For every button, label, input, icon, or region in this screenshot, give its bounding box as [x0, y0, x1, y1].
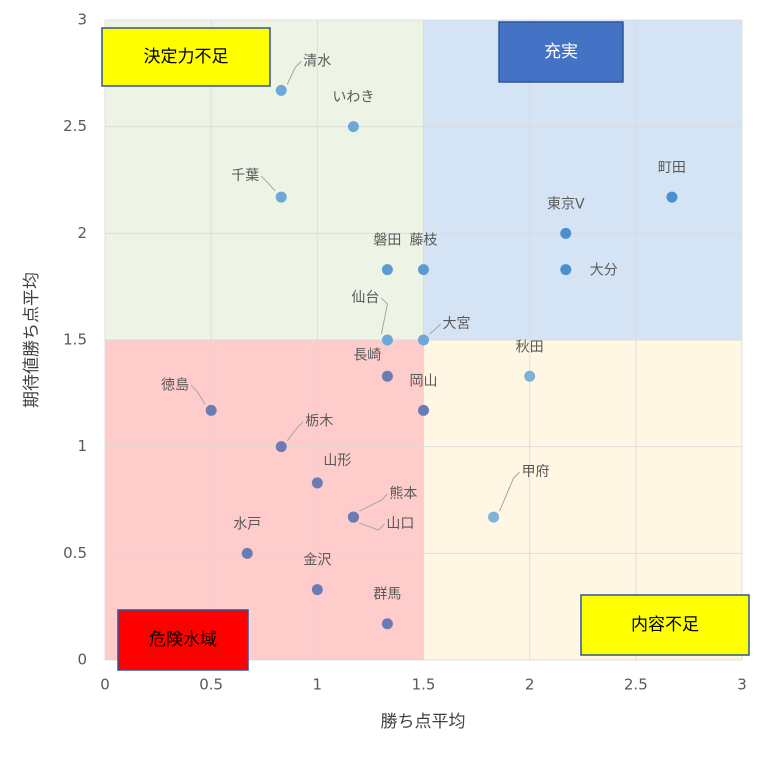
leader-line: [359, 522, 385, 531]
x-axis-title: 勝ち点平均: [381, 712, 466, 732]
point-label: 群馬: [373, 587, 401, 603]
leader-line: [260, 175, 276, 192]
point: [560, 227, 572, 239]
point-label: 秋田: [516, 339, 544, 355]
x-tick-label: 2: [525, 676, 535, 694]
point: [381, 370, 393, 382]
leader-line: [380, 297, 388, 335]
leader-line: [499, 471, 520, 512]
y-axis-title: 期待値勝ち点平均: [22, 272, 42, 408]
point: [418, 404, 429, 416]
region-label-box: [101, 27, 271, 87]
y-tick-label: 2.5: [63, 117, 87, 135]
leader-line: [190, 385, 206, 405]
region: [105, 340, 424, 660]
point-label: 仙台: [351, 290, 379, 306]
point: [275, 191, 287, 203]
region-label: 充実: [544, 42, 578, 62]
point: [275, 441, 287, 453]
y-tick-label: 1.5: [63, 331, 87, 349]
point: [418, 264, 429, 276]
leader-line: [429, 323, 441, 335]
point-label: いわき: [332, 90, 374, 106]
point: [241, 547, 253, 559]
point: [666, 191, 678, 203]
point: [381, 264, 393, 276]
point-label: 栃木: [305, 414, 333, 430]
leader-line: [286, 61, 302, 85]
point-label: 徳島: [161, 377, 189, 393]
point-label: 金沢: [303, 553, 331, 569]
point: [381, 334, 393, 346]
point-label: 甲府: [522, 464, 550, 480]
point-label: 大宮: [443, 316, 471, 332]
region-label: 決定力不足: [144, 47, 229, 67]
x-tick-label: 1.5: [412, 676, 436, 694]
x-tick-label: 0: [100, 676, 110, 694]
point: [205, 404, 217, 416]
point-label: 町田: [658, 160, 686, 176]
point: [381, 618, 393, 630]
y-tick-label: 0.5: [63, 544, 87, 562]
region-label-box: [117, 609, 249, 671]
point-label: 山形: [323, 453, 351, 469]
leader-line: [286, 421, 304, 441]
point-label: 水戸: [233, 516, 261, 532]
point-label: 千葉: [231, 168, 259, 184]
point: [347, 121, 359, 133]
y-tick-label: 1: [77, 437, 87, 455]
point-label: 長崎: [353, 347, 381, 363]
point: [488, 511, 500, 523]
point: [275, 84, 287, 96]
point-label: 岡山: [410, 373, 438, 389]
point-label: 藤枝: [410, 233, 438, 249]
point-label: 磐田: [373, 233, 401, 249]
point-label: 山口: [386, 516, 414, 532]
region-label: 危険水域: [149, 630, 217, 650]
y-tick-label: 3: [77, 11, 87, 29]
region-label: 内容不足: [631, 615, 699, 635]
leader-line: [359, 493, 388, 512]
point-label: 東京V: [547, 196, 585, 212]
point-label: 清水: [303, 53, 331, 69]
x-tick-label: 1: [313, 676, 323, 694]
point: [418, 334, 429, 346]
point: [311, 477, 323, 489]
point: [524, 370, 536, 382]
y-tick-label: 0: [77, 651, 87, 669]
x-tick-label: 2.5: [624, 676, 648, 694]
region-label-box: [580, 594, 750, 656]
point: [311, 584, 323, 596]
point: [347, 511, 359, 523]
point: [560, 264, 572, 276]
point-label: 熊本: [389, 486, 417, 502]
point-label: 大分: [590, 263, 618, 279]
x-tick-label: 3: [737, 676, 747, 694]
y-tick-label: 2: [77, 224, 87, 242]
region-label-box: [498, 21, 624, 83]
x-tick-label: 0.5: [199, 676, 223, 694]
